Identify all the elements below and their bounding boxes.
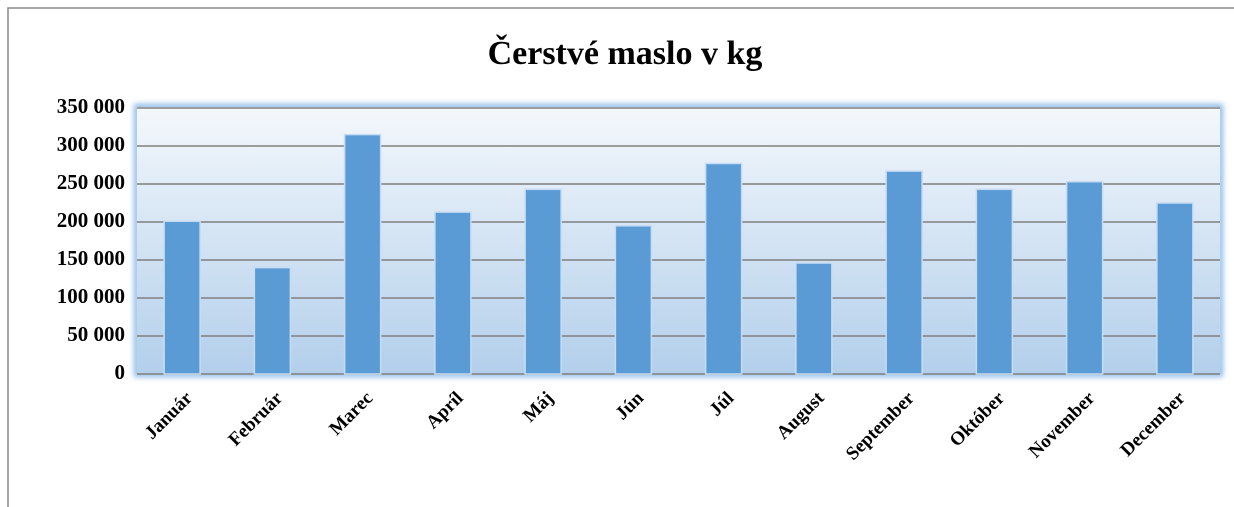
y-tick-label: 150 000 <box>57 246 125 270</box>
bar <box>975 188 1014 375</box>
x-tick-label: Január <box>141 387 197 443</box>
x-tick-label: Október <box>946 387 1010 451</box>
x-tick-label: December <box>1116 387 1189 460</box>
x-tick-label: Marec <box>325 388 377 440</box>
y-tick-label: 200 000 <box>57 208 125 232</box>
x-tick-label: Júl <box>705 388 738 421</box>
x-tick-label: September <box>842 387 919 464</box>
bar <box>253 266 292 375</box>
x-tick-label: August <box>773 387 829 443</box>
bar <box>704 162 743 375</box>
bar <box>795 262 833 375</box>
x-tick-label: Jún <box>611 387 648 424</box>
x-tick-label: Máj <box>519 388 558 427</box>
frame <box>7 7 1234 507</box>
bar <box>343 133 382 375</box>
y-tick-label: 0 <box>115 360 126 384</box>
bar <box>1156 202 1194 375</box>
bar <box>614 225 653 375</box>
bar <box>885 170 923 375</box>
bar <box>434 211 472 375</box>
y-tick-label: 350 000 <box>57 94 125 118</box>
plot-area <box>137 107 1220 374</box>
bar <box>1065 180 1104 375</box>
x-tick-label: Február <box>224 387 287 450</box>
bar <box>163 220 201 375</box>
x-tick-label: Apríl <box>422 388 467 433</box>
y-tick-label: 50 000 <box>67 322 125 346</box>
y-tick-label: 300 000 <box>57 132 125 156</box>
y-tick-label: 100 000 <box>57 284 125 308</box>
bar <box>524 188 562 375</box>
chart-title: Čerstvé maslo v kg <box>488 34 763 72</box>
x-tick-label: November <box>1025 387 1100 462</box>
y-tick-label: 250 000 <box>57 170 125 194</box>
